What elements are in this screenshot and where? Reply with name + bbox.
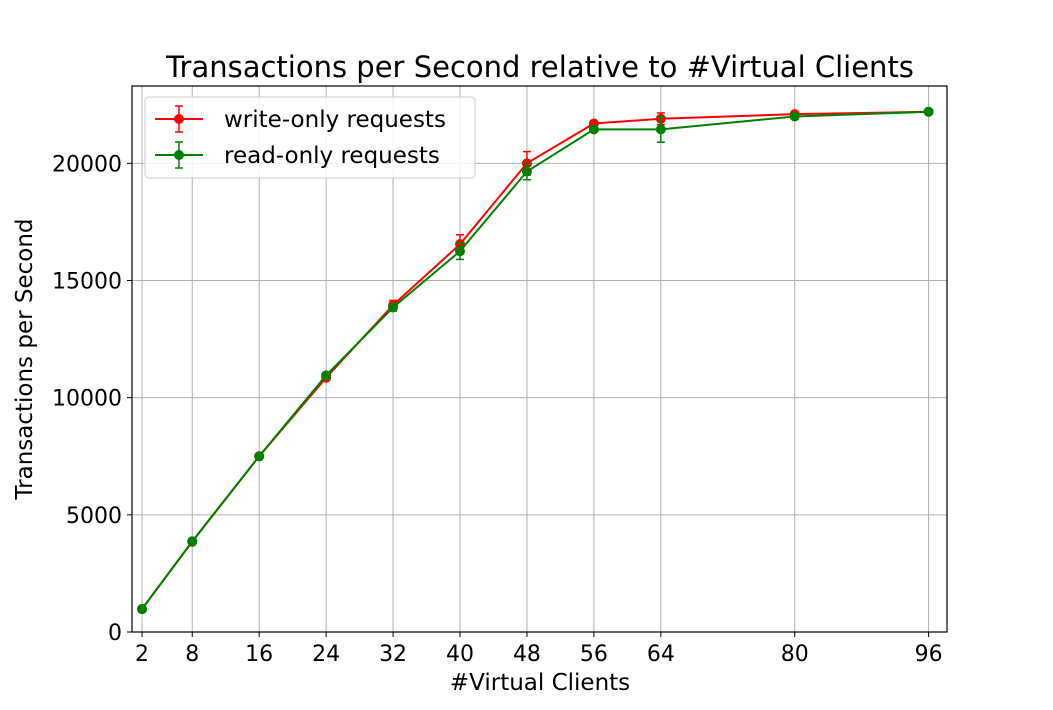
series-line (141, 110, 929, 610)
legend-item: write-only requests (155, 105, 446, 133)
data-point (137, 604, 148, 615)
x-tick-label: 24 (312, 642, 340, 667)
y-tick-label: 5000 (66, 504, 122, 529)
data-point (923, 106, 934, 117)
y-tick-label: 15000 (52, 269, 122, 294)
series-0 (137, 106, 934, 615)
legend-label: read-only requests (224, 143, 440, 169)
data-point (321, 370, 332, 381)
data-point (455, 246, 466, 257)
x-tick-label: 48 (513, 642, 541, 667)
series-1 (137, 106, 934, 615)
x-tick-label: 2 (135, 642, 149, 667)
x-tick-label: 56 (580, 642, 608, 667)
data-point (655, 124, 666, 135)
x-tick-label: 8 (185, 642, 199, 667)
y-tick-label: 10000 (52, 387, 122, 412)
x-tick-label: 80 (781, 642, 809, 667)
y-axis-label: Transactions per Second (12, 218, 38, 500)
x-tick-label: 16 (245, 642, 273, 667)
data-point (187, 536, 198, 547)
series-line (141, 110, 929, 610)
x-tick-label: 32 (379, 642, 407, 667)
y-axis: 0 5000 10000 15000 20000 (52, 152, 132, 646)
plot-frame (131, 85, 948, 633)
x-axis: 2 8 16 24 32 40 48 56 64 80 96 (135, 632, 943, 667)
data-point (254, 451, 265, 462)
legend-frame (144, 96, 476, 179)
data-point (588, 124, 599, 135)
legend-marker (174, 150, 184, 160)
y-tick-label: 0 (108, 621, 122, 646)
data-point (521, 166, 532, 177)
legend: write-only requests read-only requests (144, 96, 476, 179)
chart-title: Transactions per Second relative to #Vir… (165, 50, 914, 84)
data-point (789, 111, 800, 122)
y-tick-label: 20000 (52, 152, 122, 177)
data-point (388, 302, 399, 313)
x-tick-label: 96 (915, 642, 943, 667)
x-tick-label: 40 (446, 642, 474, 667)
legend-marker (174, 114, 184, 124)
legend-label: write-only requests (224, 107, 446, 133)
series-layer (137, 106, 934, 615)
x-axis-label: #Virtual Clients (450, 670, 630, 696)
legend-item: read-only requests (155, 141, 440, 169)
x-tick-label: 64 (647, 642, 675, 667)
